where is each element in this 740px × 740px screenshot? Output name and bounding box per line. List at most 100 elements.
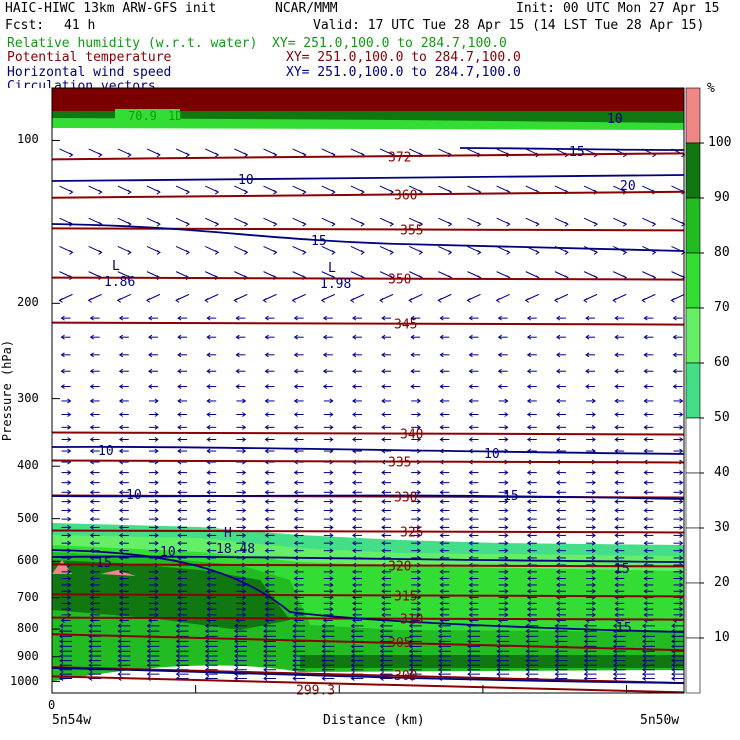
wind-vector-head [614, 540, 619, 546]
wind-speed-label: 10 [484, 447, 500, 462]
wind-vector-head [437, 662, 443, 668]
wind-vector-head [154, 612, 159, 618]
wind-vector-head [233, 297, 238, 303]
wind-vector-head [468, 524, 473, 530]
wind-vector-head [381, 612, 386, 618]
wind-vector-head [504, 489, 509, 495]
wind-vector-head [526, 470, 532, 476]
wind-vector-head [643, 606, 648, 612]
wind-vector-head [585, 315, 590, 321]
wind-vector-head [556, 540, 561, 546]
wind-vector-head [614, 352, 619, 358]
wind-vector-head [614, 508, 619, 513]
wind-vector-head [643, 588, 648, 594]
wind-vector-head [329, 600, 334, 606]
wind-vector-head [556, 588, 561, 594]
wind-vector-head [497, 352, 502, 358]
wind-vector-head [154, 448, 159, 454]
field-xy-wind: XY= 251.0,100.0 to 284.7,100.0 [286, 65, 521, 80]
wind-vector-head [496, 658, 501, 664]
wind-vector-head [154, 480, 159, 486]
wind-vector-head [352, 582, 357, 588]
wind-vector-head [504, 533, 509, 538]
wind-vector-head [408, 297, 413, 303]
wind-vector-head [641, 671, 647, 677]
wind-vector-head [204, 658, 209, 664]
wind-vector-head [320, 297, 326, 303]
wind-vector-head [526, 612, 532, 618]
wind-vector-head [329, 533, 334, 538]
wind-vector-head [643, 315, 648, 321]
wind-vector-head [418, 221, 424, 227]
wind-vector-head [504, 398, 509, 404]
wind-vector-head [154, 489, 159, 495]
wind-vector-head [591, 412, 596, 417]
wind-vector-head [293, 352, 298, 358]
wind-vector-head [556, 533, 561, 538]
extremum-marker: L [112, 259, 120, 274]
wind-vector-head [177, 437, 182, 442]
wind-vector-head [360, 221, 365, 227]
wind-vector-head [643, 508, 648, 513]
wind-vector-head [679, 540, 684, 546]
wind-vector-head [117, 628, 122, 634]
wind-vector-head [381, 470, 386, 476]
wind-vector-head [504, 582, 509, 588]
x-left-location: 5n54w [52, 713, 92, 728]
wind-vector-head [117, 623, 122, 629]
wind-vector-head [526, 533, 532, 538]
wind-vector-head [177, 315, 182, 321]
wind-vector-head [59, 653, 64, 659]
wind-vector-head [264, 448, 269, 454]
wind-vector-head [439, 334, 444, 340]
wind-vector-head [204, 628, 209, 634]
wind-vector-head [526, 480, 532, 486]
wind-vector-head [672, 368, 677, 374]
wind-vector-head [264, 612, 269, 618]
wind-vector-head [679, 412, 684, 417]
wind-vector-head [468, 569, 473, 575]
y-tick-label: 100 [17, 132, 39, 147]
wind-vector-head [468, 334, 473, 340]
wind-vector-head [292, 653, 297, 659]
wind-vector-head [672, 334, 677, 340]
wind-vector-head [60, 618, 65, 623]
wind-vector-head [177, 412, 182, 417]
wind-vector-head [329, 606, 334, 612]
wind-vector-head [526, 398, 532, 404]
wind-vector-head [614, 412, 619, 417]
wind-vector-head [214, 189, 220, 195]
wind-vector-head [148, 334, 153, 340]
wind-vector-head [416, 508, 422, 513]
wind-vector-head [467, 671, 472, 677]
wind-vector-head [506, 221, 511, 227]
wind-vector-head [437, 628, 443, 634]
wind-vector-head [177, 612, 182, 618]
wind-vector-head [477, 221, 482, 227]
wind-vector-head [468, 480, 473, 486]
wind-vector-head [177, 594, 182, 600]
wind-vector-head [468, 489, 473, 495]
wind-vector-head [118, 582, 124, 588]
wind-vector-head [118, 533, 124, 538]
wind-vector-head [118, 412, 124, 417]
wind-vector-head [643, 524, 648, 530]
colorbar-segment [685, 362, 701, 419]
wind-vector-head [439, 315, 444, 321]
wind-vector-head [679, 448, 684, 454]
wind-vector-head [329, 588, 334, 594]
wind-vector-head [233, 643, 239, 649]
wind-vector-head [242, 470, 247, 476]
wind-vector-head [350, 653, 355, 659]
wind-vector-head [352, 508, 357, 513]
wind-vector-head [146, 638, 151, 644]
wind-vector-head [496, 638, 501, 644]
wind-vector-head [154, 412, 159, 417]
theta-contour [51, 633, 685, 652]
wind-speed-label: 15 [503, 489, 519, 504]
wind-vector-head [146, 662, 151, 668]
wind-vector-head [177, 524, 182, 530]
field-name-wind: Horizontal wind speed [7, 65, 172, 80]
wind-vector-head [585, 368, 590, 374]
